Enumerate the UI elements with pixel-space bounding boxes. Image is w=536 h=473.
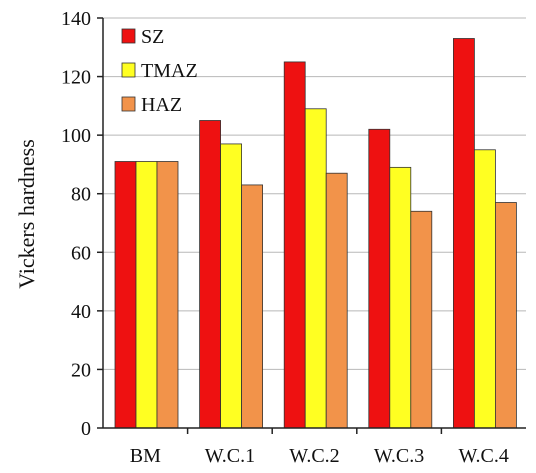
bar-tmaz-wc1 <box>220 143 243 429</box>
legend-swatch-tmaz <box>121 62 136 78</box>
bar-haz-bm <box>156 161 179 429</box>
x-tick-label: W.C.4 <box>459 445 509 467</box>
y-axis-label: Vickers hardness <box>14 139 39 289</box>
bar-sz-wc1 <box>199 120 222 429</box>
legend-swatch-sz <box>121 28 136 44</box>
bar-haz-wc3 <box>410 210 433 429</box>
legend-label-haz: HAZ <box>141 94 182 116</box>
bar-sz-wc3 <box>368 128 391 429</box>
x-tick-label: BM <box>130 445 161 467</box>
x-tick-labels: BM W.C.1 W.C.2 W.C.3 W.C.4 <box>130 445 509 467</box>
x-tick-label: W.C.1 <box>205 445 255 467</box>
bar-tmaz-wc3 <box>389 166 412 429</box>
y-tick-label: 120 <box>61 67 91 89</box>
bar-sz-bm <box>114 161 137 429</box>
y-tick-label: 140 <box>61 8 91 30</box>
y-tick-label: 0 <box>81 418 91 440</box>
bar-sz-wc4 <box>452 38 475 429</box>
bar-tmaz-wc4 <box>473 149 496 429</box>
legend-label-sz: SZ <box>141 26 164 48</box>
x-tick-label: W.C.3 <box>374 445 424 467</box>
bar-sz-wc2 <box>283 61 306 429</box>
y-tick-label: 40 <box>71 301 91 323</box>
legend-label-tmaz: TMAZ <box>141 60 198 82</box>
bar-tmaz-bm <box>135 161 158 429</box>
bar-haz-wc4 <box>494 202 517 429</box>
bar-haz-wc1 <box>241 184 264 429</box>
legend: SZ TMAZ HAZ <box>121 26 198 116</box>
y-tick-label: 100 <box>61 125 91 147</box>
bar-haz-wc2 <box>325 172 348 429</box>
bar-tmaz-wc2 <box>304 108 327 429</box>
y-tick-labels: 0 20 40 60 80 100 120 140 <box>61 8 91 440</box>
axes <box>97 17 526 434</box>
x-tick-label: W.C.2 <box>289 445 339 467</box>
y-tick-label: 60 <box>71 242 91 264</box>
y-tick-label: 80 <box>71 184 91 206</box>
y-tick-label: 20 <box>71 359 91 381</box>
bars <box>114 38 517 429</box>
legend-swatch-haz <box>121 96 136 112</box>
